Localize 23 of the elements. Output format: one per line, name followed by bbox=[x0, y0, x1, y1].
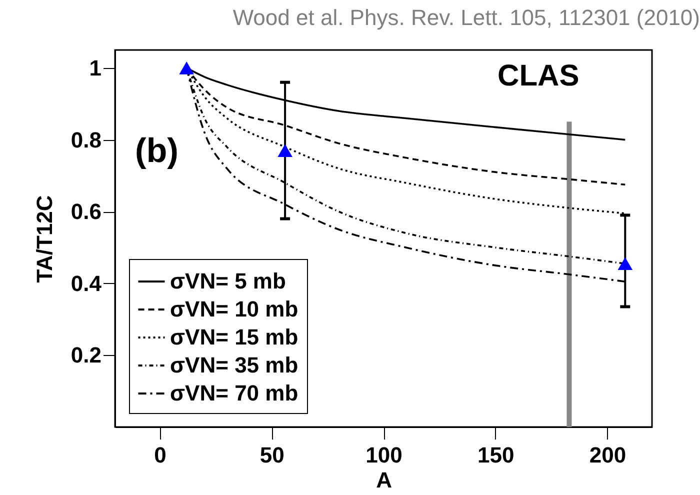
y-axis-title: TA/T12C bbox=[32, 195, 57, 283]
annotation: (b) bbox=[135, 132, 178, 170]
ref-line-label: CLAS bbox=[498, 59, 580, 92]
legend-label: σVN= 35 mb bbox=[170, 352, 298, 378]
y-tick-label: 0.4 bbox=[70, 270, 102, 296]
point bbox=[179, 62, 194, 74]
point bbox=[278, 144, 292, 157]
y-tick-label: 1 bbox=[89, 55, 102, 80]
x-axis-title: A bbox=[376, 468, 392, 492]
x-tick-label: 0 bbox=[154, 442, 166, 468]
y-tick-label: 0.6 bbox=[70, 199, 102, 224]
y-tick-label: 0.8 bbox=[70, 127, 102, 152]
y-tick-label: 0.2 bbox=[70, 342, 102, 368]
x-tick-label: 200 bbox=[589, 442, 626, 468]
x-tick-label: 100 bbox=[366, 442, 402, 468]
point bbox=[618, 257, 633, 270]
legend-label: σVN= 5 mb bbox=[170, 268, 286, 294]
x-tick-label: 150 bbox=[478, 442, 514, 468]
x-tick-label: 50 bbox=[260, 442, 284, 468]
legend-label: σVN= 15 mb bbox=[170, 324, 298, 350]
legend-label: σVN= 70 mb bbox=[170, 380, 298, 406]
text: Wood et al. Phys. Rev. Lett. 105, 112301 (2010) bbox=[232, 5, 700, 30]
legend-label: σVN= 10 mb bbox=[170, 296, 298, 322]
